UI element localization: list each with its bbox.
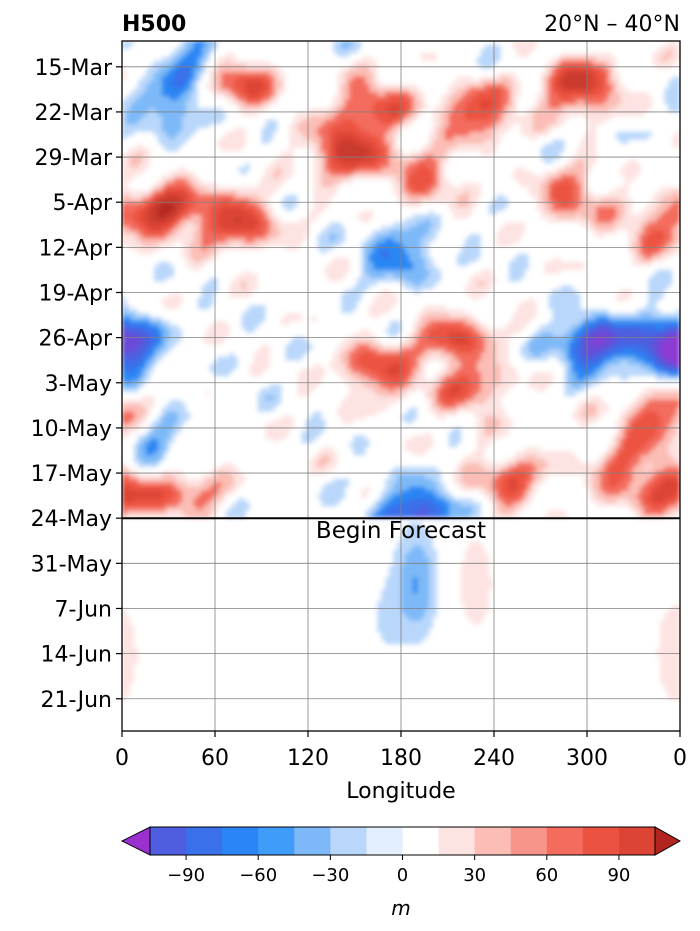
plot-title-right: 20°N – 40°N xyxy=(544,12,680,37)
y-tick-label: 14-Jun xyxy=(40,643,112,668)
y-tick-label: 31-May xyxy=(31,552,112,577)
colorbar-extend-low xyxy=(120,826,151,856)
colorbar-segment xyxy=(258,827,295,855)
begin-forecast-annotation: Begin Forecast xyxy=(316,518,486,544)
y-tick-label: 10-May xyxy=(31,417,112,442)
y-tick-label: 7-Jun xyxy=(54,597,112,622)
colorbar-segment xyxy=(366,827,403,855)
y-tick-label: 5-Apr xyxy=(52,191,112,216)
x-tick-label: 300 xyxy=(566,746,608,771)
colorbar-segment xyxy=(402,827,440,855)
x-tick-label: 240 xyxy=(473,746,515,771)
x-tick-label: 60 xyxy=(201,746,229,771)
colorbar-tick-label: −90 xyxy=(167,865,205,886)
y-tick-label: 19-Apr xyxy=(38,281,112,306)
x-tick-label: 0 xyxy=(115,746,129,771)
colorbar-tick-label: 90 xyxy=(607,865,630,886)
y-tick-label: 21-Jun xyxy=(40,688,112,713)
colorbar-segment xyxy=(546,827,584,855)
colorbar-segment xyxy=(438,827,476,855)
x-axis-label: Longitude xyxy=(346,779,455,804)
y-tick-label: 22-Mar xyxy=(35,101,113,126)
colorbar-tick-label: 30 xyxy=(463,865,486,886)
colorbar-segment xyxy=(474,827,512,855)
y-tick-label: 17-May xyxy=(31,462,112,487)
y-tick-label: 26-Apr xyxy=(38,327,112,352)
colorbar-label: m xyxy=(391,896,410,920)
colorbar-segment xyxy=(186,827,223,855)
x-tick-label: 120 xyxy=(287,746,329,771)
colorbar-segment xyxy=(330,827,367,855)
y-tick-label: 29-Mar xyxy=(35,146,113,171)
colorbar-tick-label: −60 xyxy=(239,865,277,886)
plot-area: Begin Forecast xyxy=(121,40,681,732)
x-tick-label: 180 xyxy=(380,746,422,771)
colorbar-segment xyxy=(618,827,656,855)
y-tick-label: 3-May xyxy=(45,372,112,397)
colorbar-segment xyxy=(294,827,331,855)
x-axis: 0 60 120 180 240 300 0 xyxy=(115,731,687,771)
colorbar-segment xyxy=(510,827,548,855)
colorbar-extend-high xyxy=(654,826,682,856)
colorbar-segment xyxy=(222,827,259,855)
y-tick-label: 24-May xyxy=(31,507,112,532)
colorbar-tick-label: 0 xyxy=(397,865,408,886)
colorbar-segment xyxy=(582,827,620,855)
colorbar-segment xyxy=(150,827,187,855)
y-axis: 15-Mar 22-Mar 29-Mar 5-Apr 12-Apr 19-Apr 26-Ap… xyxy=(31,56,122,713)
y-tick-label: 12-Apr xyxy=(38,236,112,261)
colorbar: −90 −60 −30 0 30 60 90 xyxy=(120,826,682,886)
plot-title-left: H500 xyxy=(122,12,186,37)
y-tick-label: 15-Mar xyxy=(35,56,113,81)
colorbar-tick-label: 60 xyxy=(535,865,558,886)
colorbar-tick-label: −30 xyxy=(311,865,349,886)
x-tick-label: 0 xyxy=(673,746,687,771)
